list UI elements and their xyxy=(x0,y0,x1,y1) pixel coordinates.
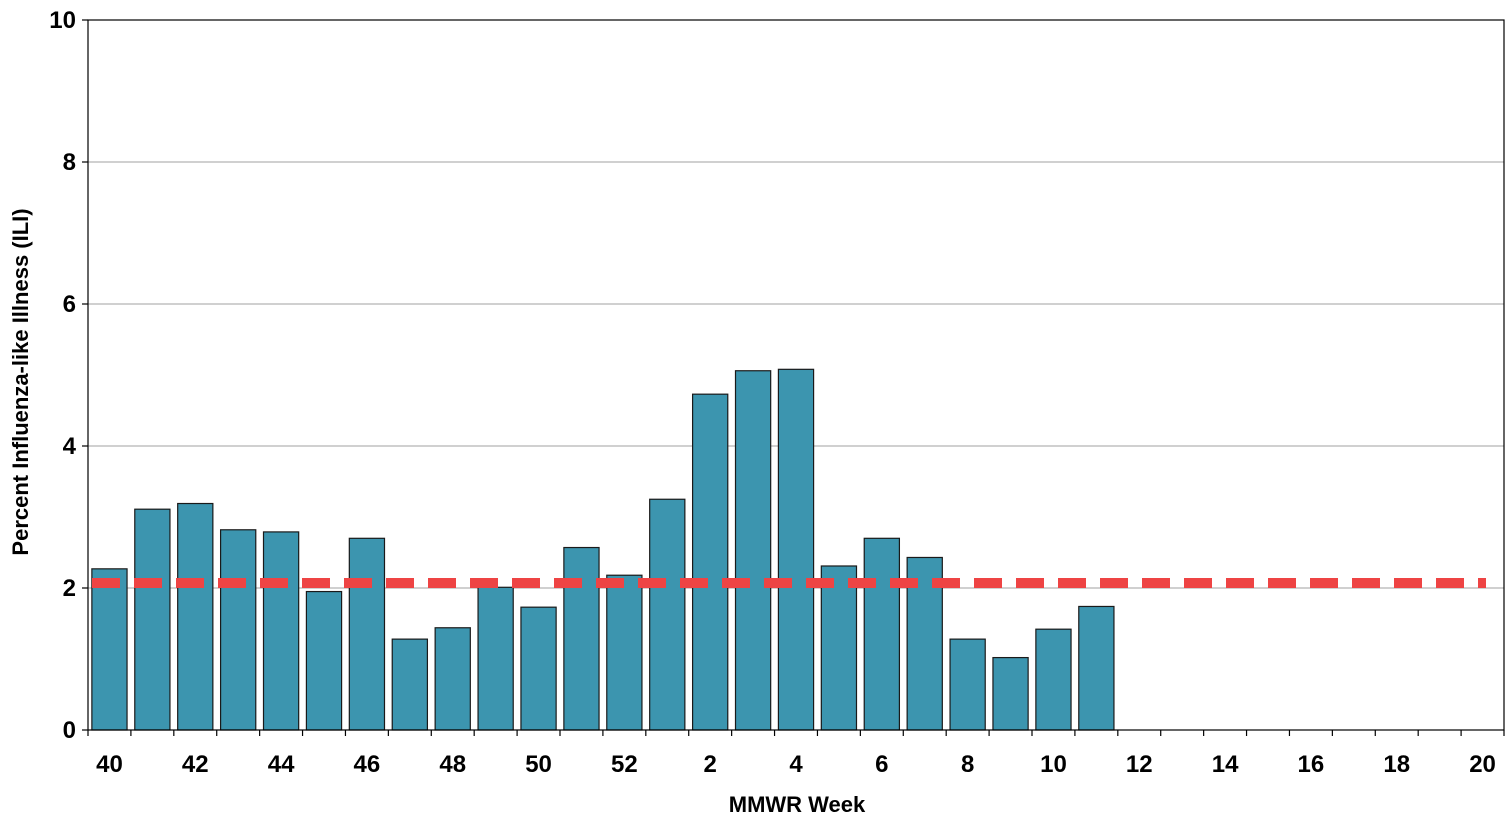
bar-week-42 xyxy=(177,502,214,731)
y-tick-label-4: 4 xyxy=(63,433,77,460)
bar-week-5 xyxy=(820,565,858,731)
bar-week-10 xyxy=(1035,628,1072,731)
x-tick-label-44: 44 xyxy=(268,751,295,778)
x-tick-label-40: 40 xyxy=(96,751,123,778)
axes xyxy=(82,19,1505,736)
bar-week-41 xyxy=(134,508,171,731)
plot-frame xyxy=(87,19,1505,731)
bar-week-45 xyxy=(305,590,343,731)
bar-week-46 xyxy=(348,537,386,731)
bar-week-47 xyxy=(391,638,429,731)
bar-week-52 xyxy=(606,574,643,731)
x-tick-label-18: 18 xyxy=(1383,751,1410,778)
y-tick-label-8: 8 xyxy=(63,149,76,176)
x-tick-label-2: 2 xyxy=(704,751,717,778)
x-tick-label-10: 10 xyxy=(1040,751,1067,778)
bar-week-3 xyxy=(734,370,772,731)
x-tick-label-12: 12 xyxy=(1126,751,1153,778)
bar-week-49 xyxy=(477,586,514,731)
x-tick-label-8: 8 xyxy=(961,751,974,778)
x-tick-label-6: 6 xyxy=(875,751,888,778)
x-tick-labels: 40 42 44 46 48 50 52 2 4 6 8 10 12 14 16 18 20 xyxy=(96,751,1496,778)
x-tick-label-4: 4 xyxy=(789,751,803,778)
bar-week-43 xyxy=(219,529,257,731)
y-tick-label-10: 10 xyxy=(49,7,76,34)
bar-week-2 xyxy=(691,393,729,731)
bar-week-51 xyxy=(563,546,600,731)
bar-week-6 xyxy=(863,537,901,731)
x-tick-label-52: 52 xyxy=(611,751,638,778)
x-tick-label-50: 50 xyxy=(525,751,552,778)
y-axis-title: Percent Influenza-like Illness (ILI) xyxy=(8,208,33,555)
bars xyxy=(91,368,1115,731)
bar-week-40 xyxy=(91,568,128,731)
x-tick-label-46: 46 xyxy=(354,751,381,778)
y-tick-labels: 0 2 4 6 8 10 xyxy=(49,7,76,744)
bar-week-8 xyxy=(949,638,986,731)
y-tick-label-0: 0 xyxy=(63,717,76,744)
bar-week-44 xyxy=(262,531,300,731)
x-tick-label-14: 14 xyxy=(1212,751,1239,778)
bar-week-1 xyxy=(649,498,686,731)
x-tick-label-20: 20 xyxy=(1469,751,1496,778)
y-tick-label-6: 6 xyxy=(63,291,76,318)
bar-week-50 xyxy=(520,606,557,731)
x-tick-label-42: 42 xyxy=(182,751,209,778)
x-axis-title: MMWR Week xyxy=(729,792,866,817)
bar-week-11 xyxy=(1078,605,1115,731)
bar-week-48 xyxy=(434,627,471,731)
bar-week-9 xyxy=(992,656,1029,731)
x-tick-label-16: 16 xyxy=(1298,751,1325,778)
x-tick-label-48: 48 xyxy=(439,751,466,778)
y-tick-label-2: 2 xyxy=(63,575,76,602)
bar-week-4 xyxy=(777,368,815,731)
